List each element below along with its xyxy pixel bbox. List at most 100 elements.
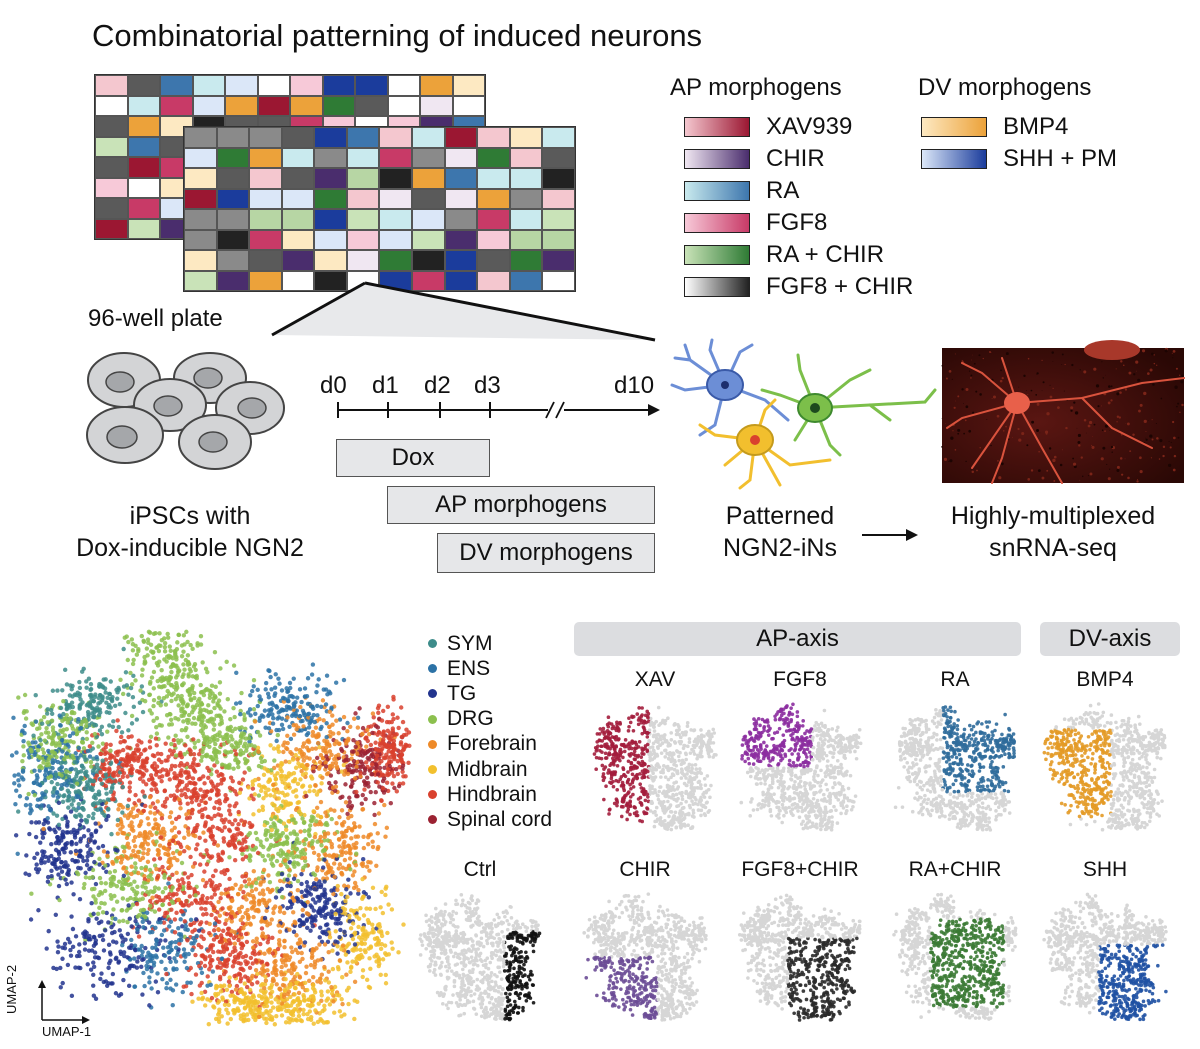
cluster-legend-item: ENS (428, 656, 490, 681)
plate-well (249, 229, 282, 250)
neurons-label-line1: Patterned (725, 502, 835, 530)
plate-well (127, 218, 160, 239)
plate-well (184, 188, 217, 209)
plate-well (95, 136, 128, 157)
plate-well (160, 95, 193, 116)
plate-well (184, 250, 217, 271)
plate-well (225, 95, 258, 116)
plate-well (216, 168, 250, 189)
plate-well (379, 188, 413, 209)
day-label: d10 (614, 372, 655, 399)
plate-well (249, 209, 282, 230)
plate-well (216, 209, 250, 230)
panel-label: FGF8+CHIR (741, 858, 859, 881)
ap-legend-item: RA (684, 177, 799, 204)
plate-well (192, 75, 225, 96)
plate-well (379, 168, 413, 189)
plate-well (95, 116, 128, 137)
seq-label: Highly-multiplexed snRNA-seq (913, 500, 1193, 564)
plate-well (444, 127, 478, 148)
legend-swatch (921, 149, 987, 169)
plate-well (127, 198, 160, 219)
cluster-dot (428, 714, 437, 724)
cluster-dot (428, 790, 437, 800)
small-umap-6 (737, 893, 862, 1022)
plate-well (184, 270, 217, 291)
plate-well (184, 209, 217, 230)
panel-label: Ctrl (463, 858, 497, 881)
plate-well (477, 127, 510, 148)
umap-x-label: UMAP-1 (42, 1024, 92, 1039)
plate-well (184, 168, 217, 189)
plate-well (314, 188, 347, 209)
plate-well (542, 229, 575, 250)
legend-label: XAV939 (766, 113, 853, 140)
zoom-wedge (271, 281, 656, 342)
figure-title: Combinatorial patterning of induced neur… (92, 18, 703, 53)
small-umap-1 (739, 702, 863, 832)
plate-well (412, 188, 445, 209)
plate-well (192, 95, 225, 116)
plate-well (477, 168, 510, 189)
plate-well (346, 188, 380, 209)
plate-well (95, 95, 128, 116)
day-label: d1 (372, 372, 399, 399)
legend-swatch (921, 117, 987, 137)
neurons-illustration (670, 338, 937, 490)
legend-swatch (684, 245, 750, 265)
ap-axis-header: AP-axis (574, 622, 1021, 656)
umap-main-plot (9, 629, 412, 1027)
neurons-label: Patterned NGN2-iNs (680, 500, 880, 564)
plate-well (314, 250, 347, 271)
plate-well (281, 168, 315, 189)
cluster-label: DRG (447, 707, 494, 731)
plate-well (281, 209, 315, 230)
plate-well (95, 157, 128, 178)
panel-label: SHH (1082, 858, 1128, 881)
plate-well (420, 75, 453, 96)
plate-well (412, 229, 445, 250)
plate-well (420, 95, 453, 116)
legend-swatch (684, 213, 750, 233)
legend-swatch (684, 181, 750, 201)
plate-well (322, 95, 355, 116)
dv-legend-title: DV morphogens (918, 74, 1092, 101)
plate-well (477, 209, 510, 230)
dv-axis-header: DV-axis (1040, 622, 1180, 656)
small-umap-2 (893, 705, 1017, 832)
plate-well (225, 75, 258, 96)
plate-well (314, 270, 347, 291)
cluster-dot (428, 815, 437, 825)
panel-label: CHIR (619, 858, 671, 881)
panel-label: RA+CHIR (908, 858, 1002, 881)
plate-well (249, 168, 282, 189)
panel-label: FGF8 (773, 668, 827, 691)
ap-morphogens-bar: AP morphogens (387, 486, 655, 524)
plate-well (127, 116, 160, 137)
seq-label-line1: Highly-multiplexed (950, 502, 1156, 530)
plate-well (444, 229, 478, 250)
plate-well (322, 75, 355, 96)
umap-axes-icon (38, 980, 90, 1024)
legend-label: FGF8 (766, 209, 828, 236)
plate-well (509, 250, 543, 271)
plate-well (95, 177, 128, 198)
cluster-dot (428, 689, 437, 699)
plate-well (412, 209, 445, 230)
cluster-dot (428, 639, 437, 648)
plate-well (314, 147, 347, 168)
panel-label: RA (940, 668, 970, 691)
plate-well (281, 188, 315, 209)
cluster-label: Midbrain (447, 757, 528, 781)
plate-well (95, 75, 128, 96)
dv-legend-item: BMP4 (921, 113, 1069, 140)
legend-label: BMP4 (1003, 113, 1069, 140)
seq-label-line2: snRNA-seq (989, 534, 1117, 562)
ipsc-label: iPSCs with Dox-inducible NGN2 (40, 500, 340, 564)
day-label: d3 (474, 372, 501, 399)
plate-well (379, 147, 413, 168)
cluster-legend-item: Forebrain (428, 732, 537, 757)
cluster-label: Forebrain (447, 732, 537, 756)
plate-well (127, 177, 160, 198)
legend-label: FGF8 + CHIR (766, 273, 914, 300)
